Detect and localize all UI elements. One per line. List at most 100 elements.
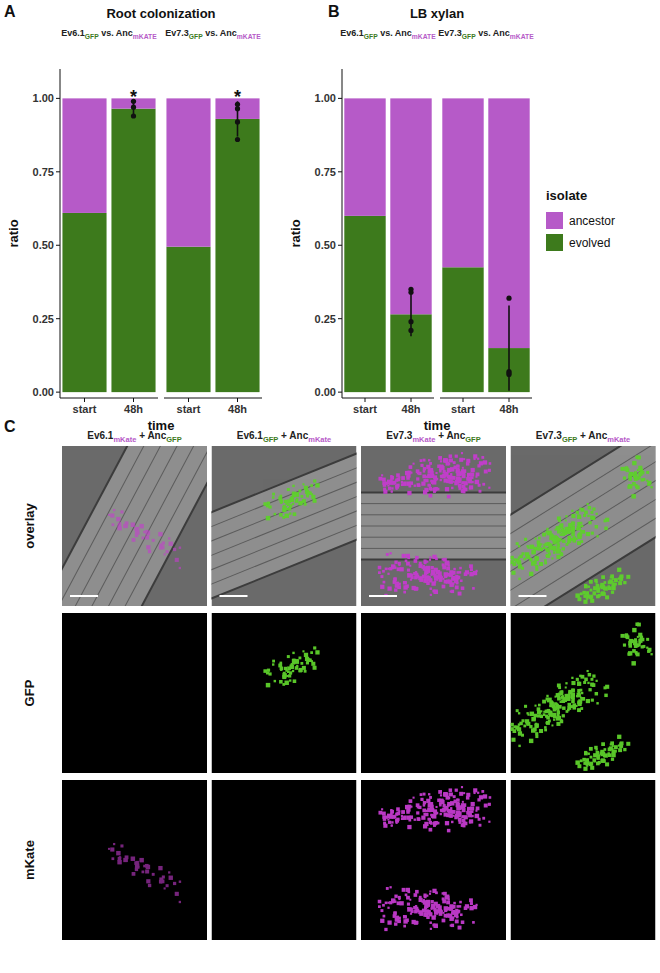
label-part: GFP — [263, 435, 278, 444]
legend-title: isolate — [546, 188, 587, 203]
signal-spot — [614, 745, 618, 749]
signal-spot — [511, 556, 514, 560]
signal-spot — [470, 568, 473, 571]
signal-spot — [583, 514, 586, 517]
signal-spot — [392, 567, 394, 569]
title: LB xylan — [410, 6, 464, 21]
signal-spot — [557, 683, 561, 687]
signal-spot — [263, 669, 267, 673]
signal-spot — [612, 583, 615, 586]
signal-spot — [458, 813, 461, 816]
signal-spot — [429, 462, 432, 465]
signal-spot — [118, 523, 122, 527]
signal-spot — [430, 808, 434, 812]
signal-spot — [145, 536, 149, 540]
signal-spot — [571, 514, 575, 518]
signal-spot — [457, 799, 460, 802]
signal-spot — [311, 662, 315, 666]
legend-swatch — [546, 234, 563, 251]
signal-spot — [461, 805, 465, 809]
y-tick — [338, 98, 342, 99]
signal-spot — [289, 504, 292, 507]
signal-spot — [618, 748, 622, 752]
signal-spot — [443, 458, 447, 462]
signal-spot — [469, 898, 473, 902]
signal-spot — [576, 528, 578, 530]
signal-spot — [292, 503, 294, 505]
signal-spot — [595, 581, 597, 583]
signal-spot — [513, 558, 516, 561]
signal-spot — [438, 456, 442, 460]
signal-spot — [423, 801, 426, 804]
signal-spot — [418, 484, 421, 487]
signal-spot — [511, 561, 512, 564]
signal-spot — [448, 564, 450, 566]
signal-spot — [429, 559, 431, 561]
signal-spot — [464, 488, 468, 492]
row-label: mKate — [22, 840, 37, 880]
signal-spot — [597, 756, 600, 759]
signal-spot — [535, 723, 539, 727]
replicate-point — [408, 319, 413, 324]
signal-spot — [402, 888, 406, 892]
signal-spot — [590, 766, 594, 770]
strip-label: Ev6.1mKate + AncGFP — [87, 430, 181, 444]
signal-spot — [279, 680, 283, 684]
signal-spot — [447, 495, 451, 499]
signal-spot — [562, 700, 565, 703]
signal-spot — [455, 789, 458, 792]
signal-spot — [577, 764, 581, 768]
signal-spot — [561, 526, 563, 528]
signal-spot — [595, 525, 598, 528]
signal-spot — [596, 513, 598, 515]
signal-spot — [448, 463, 451, 466]
label-part: Ev7.3 — [165, 28, 189, 38]
signal-spot — [383, 581, 386, 584]
signal-spot — [396, 811, 400, 815]
signal-spot — [423, 490, 427, 494]
row-label: GFP — [22, 679, 37, 706]
signal-spot — [431, 908, 433, 910]
signal-spot — [405, 807, 408, 810]
x-tick-label: start — [177, 403, 201, 415]
signal-spot — [456, 580, 458, 582]
micrograph — [511, 613, 656, 773]
signal-spot — [580, 592, 583, 595]
signal-spot — [461, 786, 463, 788]
signal-spot — [620, 634, 624, 638]
signal-spot — [442, 558, 444, 560]
micrograph — [361, 613, 506, 773]
signal-spot — [298, 657, 301, 660]
micrograph — [62, 613, 207, 773]
signal-spot — [456, 576, 460, 580]
signal-spot — [445, 487, 449, 491]
signal-spot — [164, 887, 166, 889]
signal-spot — [628, 484, 632, 488]
signal-spot — [420, 793, 423, 796]
signal-spot — [459, 458, 463, 462]
signal-spot — [292, 652, 294, 654]
signal-spot — [302, 483, 304, 485]
x-tick — [463, 398, 464, 402]
legend-swatch — [546, 212, 563, 229]
signal-spot — [537, 707, 541, 711]
signal-spot — [462, 467, 464, 469]
signal-spot — [440, 577, 443, 580]
signal-spot — [477, 792, 479, 794]
signal-spot — [476, 570, 478, 572]
signal-spot — [392, 481, 396, 485]
signal-spot — [572, 536, 576, 540]
signal-spot — [293, 679, 297, 683]
signal-spot — [440, 460, 442, 462]
y-tick — [56, 171, 60, 172]
signal-spot — [387, 902, 389, 904]
root-line — [212, 454, 357, 606]
signal-spot — [511, 728, 512, 731]
signal-spot — [429, 890, 431, 892]
signal-spot — [435, 909, 438, 912]
signal-spot — [431, 907, 433, 909]
signal-spot — [424, 910, 427, 913]
signal-spot — [584, 511, 588, 515]
signal-spot — [267, 502, 270, 505]
signal-spot — [423, 560, 426, 563]
